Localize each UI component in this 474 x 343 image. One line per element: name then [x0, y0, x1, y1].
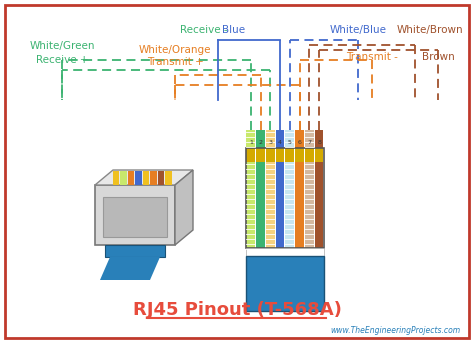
Bar	[305, 162, 314, 248]
Bar	[120, 171, 127, 185]
Bar	[256, 130, 265, 150]
Bar	[295, 130, 304, 150]
Polygon shape	[100, 257, 160, 280]
Text: Receive -: Receive -	[180, 25, 228, 35]
Bar	[151, 171, 157, 185]
Text: White/Orange: White/Orange	[139, 45, 211, 55]
Bar	[266, 162, 275, 248]
Bar	[143, 171, 149, 185]
Bar	[246, 148, 255, 162]
Bar	[103, 197, 167, 237]
Text: 4: 4	[278, 140, 282, 145]
Bar	[285, 162, 294, 248]
Text: 6: 6	[298, 140, 301, 145]
Polygon shape	[175, 170, 193, 245]
Bar	[315, 148, 323, 162]
Text: www.TheEngineeringProjects.com: www.TheEngineeringProjects.com	[330, 326, 460, 335]
Bar	[305, 148, 314, 162]
Bar	[136, 171, 142, 185]
Text: Receive +: Receive +	[36, 55, 88, 65]
Bar	[315, 130, 323, 150]
Text: 5: 5	[288, 140, 292, 145]
Bar	[266, 148, 275, 162]
Bar	[246, 130, 255, 150]
Text: White/Green: White/Green	[29, 41, 95, 51]
Bar	[113, 171, 119, 185]
Text: 1: 1	[249, 140, 253, 145]
Polygon shape	[95, 170, 193, 185]
Bar	[105, 245, 165, 257]
Text: 3: 3	[268, 140, 273, 145]
Bar	[165, 171, 172, 185]
Text: RJ45 Pinout (T-568A): RJ45 Pinout (T-568A)	[133, 301, 341, 319]
Text: Transmit -: Transmit -	[346, 52, 398, 62]
Text: Blue: Blue	[222, 25, 245, 35]
Bar	[246, 256, 324, 311]
Bar	[246, 248, 324, 256]
Bar	[276, 162, 284, 248]
Bar	[128, 171, 135, 185]
Text: White/Brown: White/Brown	[397, 25, 463, 35]
Bar	[285, 130, 294, 150]
Bar	[246, 162, 255, 248]
Bar	[256, 162, 265, 248]
Bar	[276, 130, 284, 150]
Bar	[256, 148, 265, 162]
Bar	[295, 162, 304, 248]
Bar	[285, 148, 294, 162]
Bar	[276, 148, 284, 162]
Text: White/Blue: White/Blue	[329, 25, 386, 35]
Text: Brown: Brown	[422, 52, 455, 62]
Text: 2: 2	[259, 140, 263, 145]
Text: 7: 7	[307, 140, 311, 145]
Bar	[158, 171, 164, 185]
Bar	[295, 148, 304, 162]
Bar	[246, 148, 324, 248]
Bar	[95, 185, 175, 245]
Bar	[266, 130, 275, 150]
Bar	[315, 162, 323, 248]
Text: 8: 8	[317, 140, 321, 145]
Text: Transmit +: Transmit +	[146, 57, 203, 67]
Bar	[305, 130, 314, 150]
